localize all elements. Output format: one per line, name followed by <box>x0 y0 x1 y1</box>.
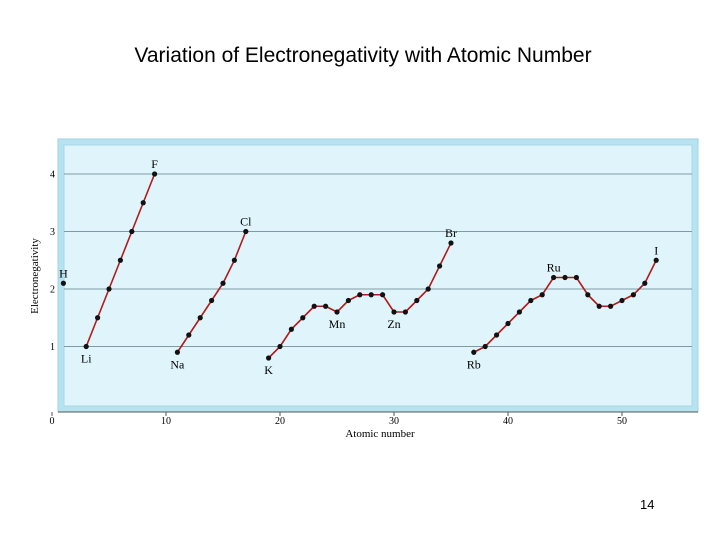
element-label-br: Br <box>445 226 457 240</box>
data-point-z19 <box>266 355 272 361</box>
element-label-f: F <box>151 157 158 171</box>
data-point-z49 <box>608 303 614 309</box>
data-point-z8 <box>140 200 146 206</box>
data-point-z26 <box>345 297 351 304</box>
element-label-h: H <box>59 266 68 280</box>
y-axis-title: Electronegativity <box>29 238 41 314</box>
data-point-z30 <box>391 309 397 315</box>
data-point-z37 <box>471 349 477 355</box>
element-label-na: Na <box>170 357 185 371</box>
page-number: 14 <box>640 497 655 512</box>
data-point-z53 <box>653 257 659 263</box>
y-tick-label-1: 1 <box>50 342 55 353</box>
data-point-z24 <box>323 303 329 309</box>
y-tick-label-2: 2 <box>50 285 55 296</box>
element-labels: H Li F Na Cl K Mn Zn Br Rb Ru I <box>59 157 658 377</box>
gridlines <box>64 173 692 347</box>
data-point-z11 <box>174 349 180 355</box>
element-label-i: I <box>654 243 658 257</box>
data-point-z41 <box>516 309 523 315</box>
data-point-z20 <box>277 343 283 350</box>
data-point-z17 <box>243 228 249 235</box>
x-tick-label-30: 30 <box>389 416 399 427</box>
data-point-z27 <box>357 292 363 298</box>
data-point-z1 <box>60 280 66 286</box>
element-label-mn: Mn <box>329 317 346 331</box>
data-point-z48 <box>596 303 602 309</box>
data-point-z5 <box>106 286 112 292</box>
data-point-z28 <box>368 292 374 298</box>
element-label-li: Li <box>81 352 92 366</box>
data-point-z39 <box>494 332 500 338</box>
y-tick-label-3: 3 <box>50 227 55 238</box>
data-point-z52 <box>642 280 648 286</box>
y-tick-label-4: 4 <box>50 170 55 181</box>
data-point-z4 <box>95 315 101 321</box>
plot-area <box>63 144 693 407</box>
data-point-z32 <box>414 297 420 304</box>
data-point-z9 <box>152 171 158 177</box>
data-point-z22 <box>300 315 306 321</box>
element-label-zn: Zn <box>387 317 400 331</box>
data-point-z34 <box>437 263 443 269</box>
x-tick-label-0: 0 <box>50 416 55 427</box>
data-points <box>60 171 659 361</box>
element-label-ru: Ru <box>547 261 561 275</box>
x-tick-label-50: 50 <box>617 416 627 427</box>
data-point-z3 <box>83 343 89 350</box>
data-point-z7 <box>129 228 135 235</box>
data-point-z12 <box>186 332 192 338</box>
element-label-k: K <box>264 363 273 377</box>
data-point-z47 <box>585 292 591 298</box>
data-point-z13 <box>197 315 203 321</box>
data-point-z23 <box>311 303 317 309</box>
x-tick-label-20: 20 <box>275 416 285 427</box>
data-point-z33 <box>425 286 431 292</box>
data-point-z45 <box>562 274 568 281</box>
data-point-z50 <box>619 297 625 304</box>
data-point-z25 <box>334 309 340 315</box>
data-point-z15 <box>220 280 226 286</box>
data-point-z38 <box>482 343 488 350</box>
data-point-z14 <box>209 297 215 304</box>
data-point-z35 <box>448 240 454 246</box>
data-point-z31 <box>402 309 408 315</box>
data-point-z43 <box>539 292 545 298</box>
data-point-z42 <box>528 297 534 304</box>
x-tick-label-10: 10 <box>161 416 171 427</box>
data-point-z21 <box>288 326 294 332</box>
element-label-cl: Cl <box>240 215 252 229</box>
data-point-z44 <box>551 274 557 281</box>
data-point-z51 <box>630 292 637 298</box>
data-point-z46 <box>573 274 580 281</box>
data-point-z16 <box>231 257 237 263</box>
data-point-z6 <box>117 257 123 263</box>
slide-title: Variation of Electronegativity with Atom… <box>134 44 592 67</box>
data-point-z29 <box>380 292 386 298</box>
x-tick-label-40: 40 <box>503 416 513 427</box>
data-point-z40 <box>505 320 511 327</box>
x-axis-title: Atomic number <box>345 428 415 440</box>
element-label-rb: Rb <box>467 357 481 371</box>
